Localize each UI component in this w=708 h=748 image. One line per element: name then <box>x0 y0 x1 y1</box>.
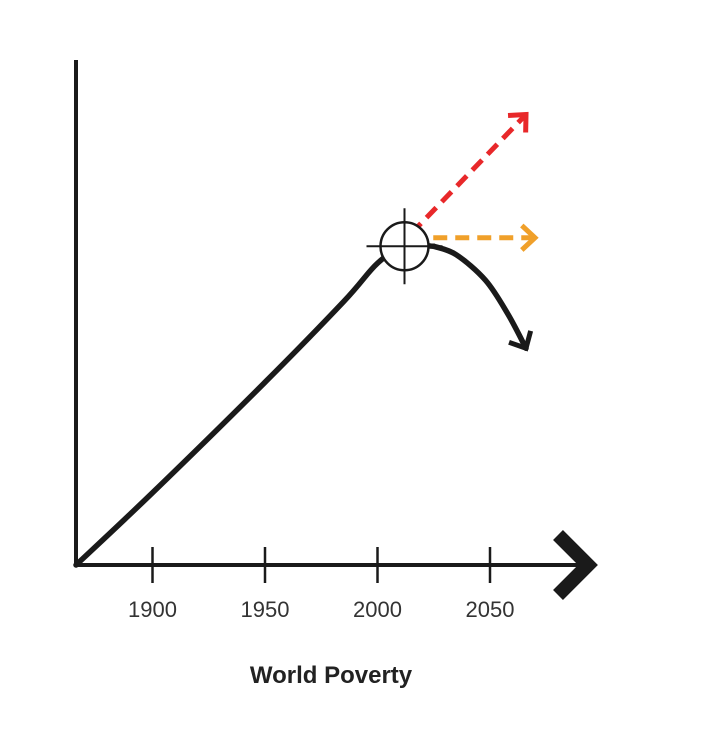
x-tick-label: 2000 <box>353 597 402 622</box>
x-tick-label: 2050 <box>466 597 515 622</box>
crosshair-icon <box>366 208 443 285</box>
series-projection-decline <box>431 243 534 352</box>
arrowhead-projection-flat <box>520 223 539 252</box>
axes <box>74 60 598 600</box>
x-tick-label: 1900 <box>128 597 177 622</box>
arrowhead-projection-rise <box>507 111 529 133</box>
series-line-projection-rise <box>409 112 528 236</box>
x-axis-arrowhead <box>553 530 598 600</box>
series-projection-flat <box>411 223 539 252</box>
series-projection-rise <box>409 111 529 236</box>
series-line-projection-decline <box>431 243 529 351</box>
marker-group <box>366 208 443 285</box>
series-historic <box>73 242 437 568</box>
x-ticks: 1900 1950 2000 2050 <box>128 547 514 622</box>
x-axis-title: World Poverty <box>250 662 413 689</box>
arrowhead-projection-decline <box>508 330 534 352</box>
x-tick-label: 1950 <box>241 597 290 622</box>
series-group <box>73 111 539 568</box>
series-line-historic <box>73 242 437 568</box>
